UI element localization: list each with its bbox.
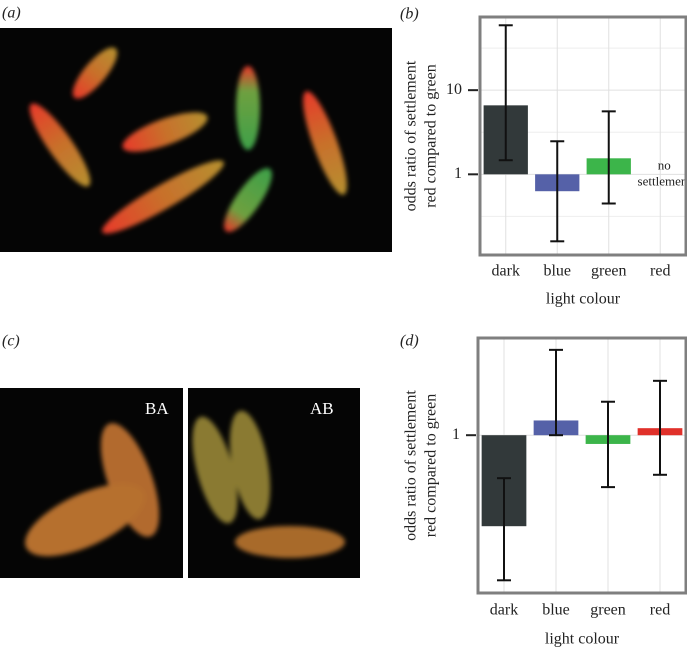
x-tick-label: blue [542,602,570,619]
photo-label: AB [310,399,334,418]
annotation: settlement [638,173,687,188]
plot-frame [478,15,687,257]
y-axis-title: odds ratio of settlement [403,60,420,211]
photo-label: BA [145,399,169,418]
x-tick-label: dark [492,263,520,280]
y-tick-label: 1 [452,426,460,443]
panel-label: (c) [2,333,20,350]
error-bar [497,477,511,582]
x-tick-label: red [650,263,670,280]
panel-label: (b) [400,6,419,23]
error-bar [601,400,615,489]
x-tick-label: blue [543,263,571,280]
x-axis-title: light colour [545,631,620,648]
panel-label: (a) [2,5,21,22]
error-bar [549,348,563,437]
error-bar [498,24,513,162]
x-tick-label: green [591,263,627,280]
annotation: no [658,157,671,172]
error-bar [550,140,565,243]
x-tick-label: red [650,602,670,619]
x-tick-label: green [590,602,626,619]
panel-label: (d) [400,333,419,350]
photo-content [29,47,347,234]
y-tick-label: 1 [454,165,462,182]
y-axis-title: odds ratio of settlement [403,390,420,541]
error-bar [653,379,667,476]
error-bar [601,110,616,205]
y-axis-title: red compared to green [423,394,440,537]
y-tick-label: 10 [446,81,462,98]
x-tick-label: dark [490,602,518,619]
y-axis-title: red compared to green [423,64,440,207]
plot-frame [476,336,687,595]
x-axis-title: light colour [546,291,621,308]
photo-content [25,410,345,558]
